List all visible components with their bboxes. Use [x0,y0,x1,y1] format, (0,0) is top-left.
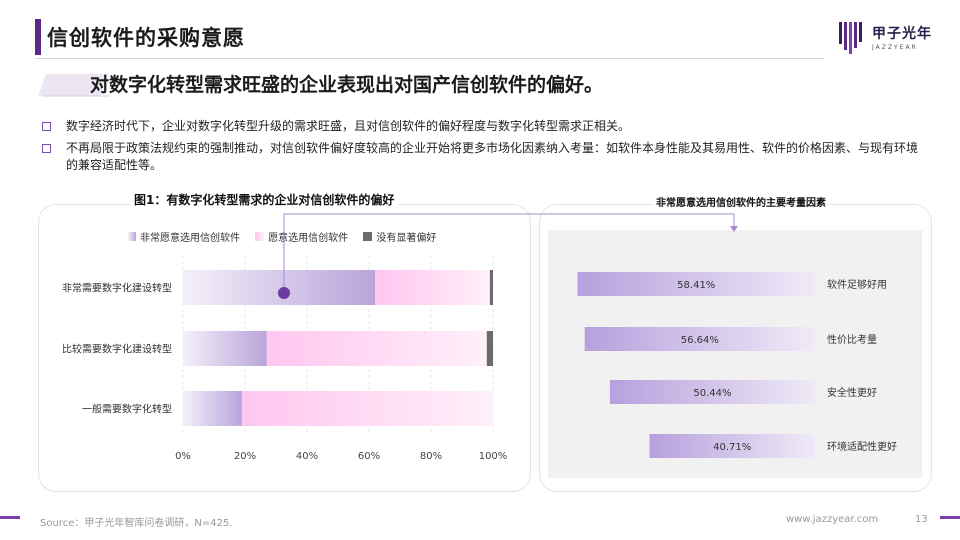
brand-name-en: JAZZYEAR [872,44,918,51]
x-tick-label: 60% [358,451,380,462]
bar-segment-no-preference [489,270,493,305]
bar-segment-very-willing [183,331,267,366]
bar-segment-willing [266,331,487,366]
chart-legend: 非常愿意选用信创软件 愿意选用信创软件 没有显著偏好 [127,229,448,244]
legend-item: 没有显著偏好 [363,229,436,244]
brand-name: 甲子光年 [872,26,932,42]
chart-title: 图1：有数字化转型需求的企业对信创软件的偏好 [130,191,399,208]
footer-accent-right [940,516,960,519]
factor-category-label: 性价比考量 [827,333,877,346]
x-tick-label: 40% [296,451,318,462]
x-tick-label: 0% [175,451,191,462]
factor-bar [584,327,815,351]
legend-swatch-very-willing [127,232,136,241]
x-tick-label: 100% [479,451,508,462]
legend-swatch-willing [255,232,265,241]
legend-label: 没有显著偏好 [376,233,437,244]
x-tick-label: 20% [234,451,256,462]
page-title: 信创软件的采购意愿 [47,26,245,50]
title-divider [35,58,825,59]
factor-category-label: 环境适配性更好 [827,440,897,453]
factor-value-label: 58.41% [677,280,715,291]
factor-value-label: 40.71% [713,442,751,453]
bullet-text: 数字经济时代下，企业对数字化转型升级的需求旺盛，且对信创软件的偏好程度与数字化转… [66,119,631,133]
factors-chart-title: 非常愿意选用信创软件的主要考量因素 [652,194,830,209]
category-label: 比较需要数字化建设转型 [62,343,172,356]
headline-decoration [38,74,110,97]
connector-line [283,213,735,293]
page-number: 13 [915,514,928,525]
bullet-item: 不再局限于政策法规约束的强制推动，对信创软件偏好度较高的企业开始将更多市场化因素… [42,140,922,176]
legend-item: 愿意选用信创软件 [255,229,348,244]
legend-item: 非常愿意选用信创软件 [127,229,240,244]
category-label: 一般需要数字化转型 [82,403,172,416]
legend-label: 非常愿意选用信创软件 [140,233,240,244]
bullet-square-icon [42,122,51,131]
connector-arrow [278,213,738,299]
factors-chart-bars [577,272,815,458]
bar-segment-no-preference [486,331,493,366]
factor-value-label: 56.64% [681,335,719,346]
factor-bar [649,434,815,458]
legend-swatch-no-preference [363,232,373,241]
left-chart-bars [183,270,493,426]
factor-category-label: 软件足够好用 [827,278,887,291]
title-accent-bar [35,19,41,55]
headline: 对数字化转型需求旺盛的企业表现出对国产信创软件的偏好。 [90,74,604,96]
factor-value-label: 50.44% [693,388,731,399]
website-link[interactable]: www.jazzyear.com [786,514,879,525]
bullet-text: 不再局限于政策法规约束的强制推动，对信创软件偏好度较高的企业开始将更多市场化因素… [66,141,919,172]
bar-segment-willing [375,270,490,305]
factors-chart-labels: 58.41% 软件足够好用 56.64% 性价比考量 50.44% 安全性更好 40.71%… [677,278,897,453]
x-tick-label: 80% [420,451,442,462]
connector-arrowhead [730,226,738,232]
footer-accent-left [0,516,20,519]
category-label: 非常需要数字化建设转型 [62,282,172,295]
bar-segment-very-willing [183,391,242,426]
brand-logo: 甲子光年 JAZZYEAR [838,20,948,56]
connector-dot [278,287,290,299]
legend-label: 愿意选用信创软件 [268,233,349,244]
factor-category-label: 安全性更好 [827,386,877,399]
factor-bar [609,380,815,404]
bar-segment-willing [241,391,493,426]
left-chart-labels: 0% 20% 40% 60% 80% 100% 非常需要数字化建设转型比较需要数字化建设转型… [62,282,507,463]
bar-segment-very-willing [183,270,376,305]
bullet-square-icon [42,144,51,153]
source-note: Source：甲子光年智库问卷调研，N=425. [40,518,233,529]
brand-mark-icon [839,22,862,54]
factor-bar [577,272,815,296]
